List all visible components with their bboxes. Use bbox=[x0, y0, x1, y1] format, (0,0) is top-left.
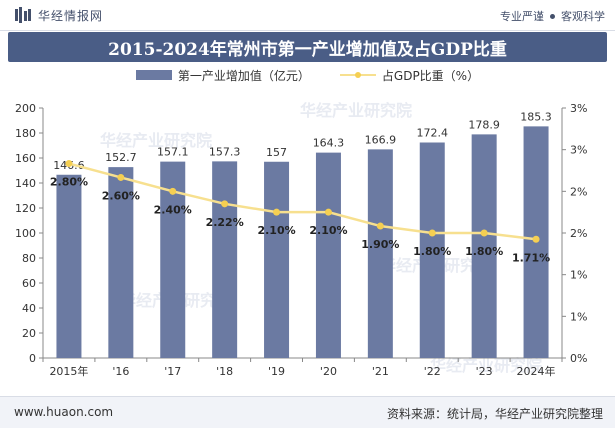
share-point bbox=[532, 235, 540, 243]
bar-value-label: 178.9 bbox=[468, 118, 500, 131]
x-tick-label: '20 bbox=[320, 365, 337, 378]
watermark-text: 华经产业研究院 bbox=[300, 101, 412, 120]
share-point bbox=[117, 173, 125, 181]
title-band: 2015-2024年常州市第一产业增加值及占GDP比重 bbox=[8, 32, 607, 62]
watermark-text: 华经产业研究院 bbox=[100, 131, 212, 150]
share-line bbox=[68, 162, 537, 241]
footer-source: 资料来源：统计局，华经产业研究院整理 bbox=[386, 407, 603, 421]
brand-logo-icon bbox=[15, 7, 31, 23]
x-tick-label: '16 bbox=[112, 365, 129, 378]
footer-url-link[interactable]: www.huaon.com bbox=[14, 405, 114, 419]
y-left-tick-label: 160 bbox=[15, 152, 36, 165]
share-point bbox=[65, 160, 73, 168]
legend-bar-swatch-icon bbox=[135, 70, 172, 80]
dot-separator-icon bbox=[550, 13, 555, 19]
y-right-tick-label: 3% bbox=[570, 102, 587, 115]
bar bbox=[108, 167, 134, 358]
x-tick-label: '21 bbox=[372, 365, 389, 378]
y-left-tick-label: 140 bbox=[15, 177, 36, 190]
bar bbox=[419, 142, 445, 358]
bar-value-label: 157.1 bbox=[157, 146, 189, 159]
share-point bbox=[169, 187, 177, 195]
chart-marks: 0 20 40 60 80 100 120 140 160 180 200 0% 1% 1% 2% 2% 3% 3… bbox=[15, 102, 587, 378]
share-value-label: 2.40% bbox=[154, 203, 192, 216]
y-left-tick-label: 180 bbox=[15, 127, 36, 140]
tag-professional: 专业严谨 bbox=[500, 10, 544, 23]
bar-value-label: 172.4 bbox=[417, 127, 449, 140]
header-tags: 专业严谨 客观科学 bbox=[500, 8, 605, 24]
bar-value-label: 166.9 bbox=[365, 133, 397, 146]
share-value-label: 2.80% bbox=[50, 176, 88, 189]
y-right-tick-label: 3% bbox=[570, 144, 587, 157]
y-left-tick-label: 0 bbox=[29, 352, 36, 365]
y-right-tick-label: 2% bbox=[570, 227, 587, 240]
top-header: 华经情报网 专业严谨 客观科学 bbox=[0, 0, 615, 31]
chart-legend: 第一产业增加值（亿元） 占GDP比重（%） bbox=[0, 66, 615, 84]
x-tick-label: '17 bbox=[164, 365, 181, 378]
bar-value-label: 185.3 bbox=[520, 110, 552, 123]
share-point bbox=[428, 229, 436, 237]
bar bbox=[471, 134, 497, 358]
y-right-tick-label: 1% bbox=[570, 310, 587, 323]
x-tick-label: 2024年 bbox=[517, 364, 556, 378]
legend-line-swatch-icon bbox=[339, 70, 376, 80]
y-left-tick-label: 40 bbox=[22, 302, 36, 315]
x-tick-label: '18 bbox=[216, 365, 233, 378]
y-left-tick-label: 80 bbox=[22, 252, 36, 265]
share-point bbox=[221, 200, 229, 208]
legend-item-bar: 第一产业增加值（亿元） bbox=[135, 66, 310, 84]
y-left-tick-label: 120 bbox=[15, 202, 36, 215]
share-value-label: 1.71% bbox=[512, 251, 550, 264]
bar-value-label: 164.3 bbox=[313, 137, 345, 150]
bar-value-label: 152.7 bbox=[105, 151, 137, 164]
y-left-tick-label: 200 bbox=[15, 102, 36, 115]
y-left-tick-label: 20 bbox=[22, 327, 36, 340]
bar bbox=[264, 161, 290, 358]
x-tick-label: 2015年 bbox=[49, 364, 88, 378]
share-value-label: 1.80% bbox=[465, 245, 503, 258]
bar-value-label: 157 bbox=[266, 146, 287, 159]
share-point bbox=[480, 229, 488, 237]
share-value-label: 2.10% bbox=[257, 224, 295, 237]
y-left-tick-label: 60 bbox=[22, 277, 36, 290]
chart-title: 2015-2024年常州市第一产业增加值及占GDP比重 bbox=[108, 39, 507, 60]
y-left-tick-label: 100 bbox=[15, 227, 36, 240]
share-value-label: 2.60% bbox=[102, 189, 140, 202]
y-right-tick-label: 0% bbox=[570, 352, 587, 365]
share-value-label: 2.10% bbox=[309, 224, 347, 237]
share-value-label: 1.80% bbox=[413, 245, 451, 258]
share-point bbox=[273, 208, 281, 216]
bar bbox=[212, 161, 238, 358]
y-right-tick-label: 2% bbox=[570, 185, 587, 198]
bar bbox=[367, 149, 393, 358]
bar bbox=[315, 152, 341, 358]
chart-area: 华经产业研究院 华经产业研究院 华经产业研究院 华经产业研究院 华经产业研究院 … bbox=[15, 101, 587, 378]
x-tick-label: '19 bbox=[268, 365, 285, 378]
tag-objective: 客观科学 bbox=[561, 10, 605, 23]
brand-name: 华经情报网 bbox=[38, 8, 104, 23]
x-tick-label: '23 bbox=[476, 365, 493, 378]
x-tick-label: '22 bbox=[424, 365, 441, 378]
share-point bbox=[324, 208, 332, 216]
share-value-label: 2.22% bbox=[206, 216, 244, 229]
legend-line-label: 占GDP比重（%） bbox=[381, 68, 480, 83]
legend-bar-label: 第一产业增加值（亿元） bbox=[177, 68, 310, 83]
brand[interactable]: 华经情报网 bbox=[14, 6, 103, 24]
y-right-tick-label: 1% bbox=[570, 269, 587, 282]
share-value-label: 1.90% bbox=[361, 238, 399, 251]
bar-value-label: 157.3 bbox=[209, 145, 241, 158]
footer: www.huaon.com 资料来源：统计局，华经产业研究院整理 bbox=[0, 396, 615, 428]
share-point bbox=[376, 222, 384, 230]
legend-item-line: 占GDP比重（%） bbox=[339, 66, 480, 84]
bar bbox=[56, 174, 82, 358]
